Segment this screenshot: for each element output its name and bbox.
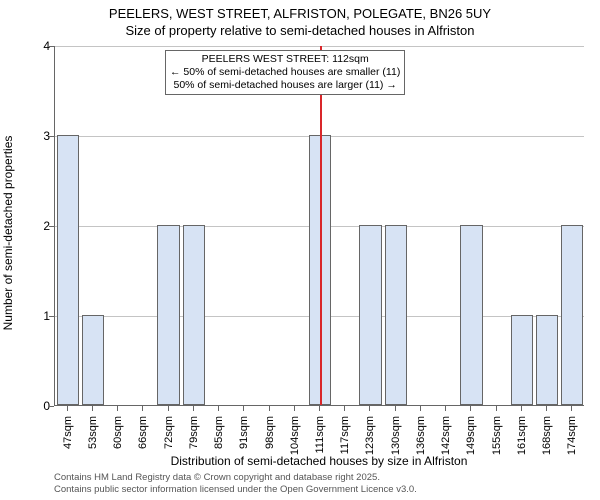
chart-title-main: PEELERS, WEST STREET, ALFRISTON, POLEGAT… bbox=[0, 0, 600, 23]
histogram-bar bbox=[183, 225, 205, 405]
x-tick bbox=[344, 406, 345, 411]
histogram-bar bbox=[460, 225, 482, 405]
x-tick bbox=[92, 406, 93, 411]
x-tick bbox=[168, 406, 169, 411]
histogram-bar bbox=[57, 135, 79, 405]
y-tick-label: 4 bbox=[30, 39, 50, 53]
x-tick bbox=[395, 406, 396, 411]
y-tick bbox=[49, 46, 54, 47]
x-tick bbox=[571, 406, 572, 411]
histogram-bar bbox=[511, 315, 533, 405]
x-tick bbox=[67, 406, 68, 411]
x-tick bbox=[193, 406, 194, 411]
histogram-bar bbox=[536, 315, 558, 405]
histogram-chart: PEELERS, WEST STREET, ALFRISTON, POLEGAT… bbox=[0, 0, 600, 500]
annotation-line2: ← 50% of semi-detached houses are smalle… bbox=[170, 66, 400, 79]
x-tick bbox=[496, 406, 497, 411]
y-tick bbox=[49, 226, 54, 227]
x-tick bbox=[294, 406, 295, 411]
marker-line bbox=[320, 46, 322, 405]
x-tick bbox=[470, 406, 471, 411]
footer-line2: Contains public sector information licen… bbox=[54, 484, 417, 496]
x-tick bbox=[521, 406, 522, 411]
x-tick bbox=[445, 406, 446, 411]
annotation-line3: 50% of semi-detached houses are larger (… bbox=[170, 79, 400, 92]
y-tick-label: 1 bbox=[30, 309, 50, 323]
x-tick bbox=[218, 406, 219, 411]
x-axis-label: Distribution of semi-detached houses by … bbox=[54, 454, 584, 468]
histogram-bar bbox=[157, 225, 179, 405]
plot-area bbox=[54, 46, 584, 406]
histogram-bar bbox=[359, 225, 381, 405]
annotation-box: PEELERS WEST STREET: 112sqm ← 50% of sem… bbox=[165, 50, 405, 95]
annotation-line1: PEELERS WEST STREET: 112sqm bbox=[170, 53, 400, 66]
y-tick bbox=[49, 406, 54, 407]
chart-title-sub: Size of property relative to semi-detach… bbox=[0, 23, 600, 40]
x-tick bbox=[142, 406, 143, 411]
y-tick bbox=[49, 316, 54, 317]
y-axis-label: Number of semi-detached properties bbox=[1, 136, 15, 331]
x-tick bbox=[420, 406, 421, 411]
x-tick bbox=[546, 406, 547, 411]
y-tick-label: 3 bbox=[30, 129, 50, 143]
x-tick bbox=[369, 406, 370, 411]
footer-note: Contains HM Land Registry data © Crown c… bbox=[54, 472, 417, 496]
y-tick bbox=[49, 136, 54, 137]
x-tick bbox=[117, 406, 118, 411]
histogram-bar bbox=[82, 315, 104, 405]
y-tick-label: 0 bbox=[30, 399, 50, 413]
histogram-bar bbox=[561, 225, 583, 405]
x-tick bbox=[269, 406, 270, 411]
x-tick bbox=[319, 406, 320, 411]
footer-line1: Contains HM Land Registry data © Crown c… bbox=[54, 472, 417, 484]
histogram-bar bbox=[385, 225, 407, 405]
y-tick-label: 2 bbox=[30, 219, 50, 233]
x-tick bbox=[243, 406, 244, 411]
